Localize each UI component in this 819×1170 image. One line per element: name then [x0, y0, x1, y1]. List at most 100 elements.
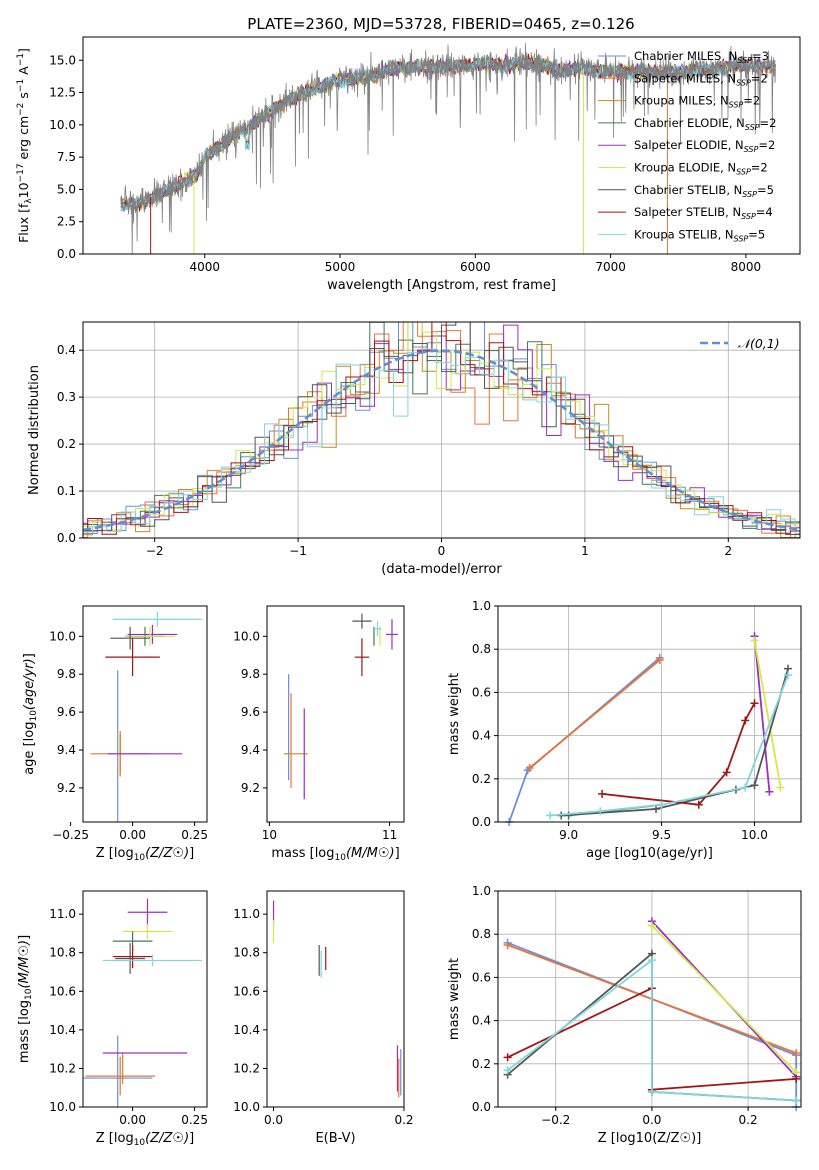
y-tick-label: 10.0: [49, 1100, 76, 1114]
x-tick-label: −0.25: [52, 828, 89, 842]
y-axis-label: mass [log10(M/M☉)]: [17, 935, 34, 1063]
t: 10: [16, 182, 31, 198]
y-tick-label: 0.2: [472, 1057, 491, 1071]
y-tick-label: 10.0: [233, 1100, 260, 1114]
x-tick-label: 0.25: [181, 1113, 208, 1127]
axes-frame-mass_vs_Z: [82, 890, 208, 1108]
x-tick-label: 2: [724, 544, 732, 558]
t: erg cm: [16, 116, 31, 164]
y-tick-label: 0.3: [57, 390, 76, 404]
y-tick-label: 0.6: [472, 970, 491, 984]
y-axis-label: mass weight: [447, 673, 462, 755]
legend-label: Salpeter MILES, NSSP=2: [634, 71, 768, 87]
weight-series-line: [549, 674, 789, 817]
y-tick-label: 9.4: [57, 743, 76, 757]
x-axis-label: E(B-V): [315, 1131, 355, 1146]
normal-curve: [82, 349, 801, 532]
histogram-step: [83, 322, 800, 538]
y-tick-label: 0.6: [472, 685, 491, 699]
y-tick-label: 10.8: [49, 946, 76, 960]
legend-count: =2: [751, 71, 768, 85]
y-tick-label: 9.6: [241, 705, 260, 719]
weight-point-marker: [503, 941, 512, 949]
weight-point-marker: [750, 781, 759, 790]
y-tick-label: 10.6: [233, 984, 260, 998]
legend-label: Chabrier STELIB, NSSP=5: [634, 183, 774, 199]
legend-count: =5: [757, 183, 774, 197]
y-tick-label: 0.0: [472, 815, 491, 829]
x-axis-label: Z [log10(Z/Z☉)]: [598, 1131, 702, 1146]
x-tick-label: 10.0: [741, 828, 768, 842]
x-tick-label: 9.0: [559, 828, 578, 842]
x-axis-label: mass [log10(M/M☉)]: [271, 846, 399, 863]
weight-point-marker: [741, 716, 750, 725]
legend-label: Kroupa ELODIE, NSSP=2: [634, 161, 768, 177]
figure-title: PLATE=2360, MJD=53728, FIBERID=0465, z=0…: [247, 15, 634, 33]
t: ]: [189, 1131, 194, 1146]
sub: 10: [335, 853, 347, 863]
y-tick-label: 7.5: [57, 150, 76, 164]
x-tick-label: −1: [289, 544, 307, 558]
weight-point-marker: [647, 1087, 656, 1096]
weight-point-marker: [503, 1053, 512, 1062]
x-tick-label: 9.5: [652, 828, 671, 842]
legend-sub: SSP: [737, 56, 752, 65]
t: ]: [395, 846, 400, 861]
y-tick-label: 0.0: [57, 531, 76, 545]
legend-sub: SSP: [742, 190, 757, 199]
y-tick-label: 0.0: [57, 247, 76, 261]
sub: λ: [24, 198, 34, 204]
sub: 10: [24, 988, 34, 1000]
y-tick-label: 9.8: [57, 667, 76, 681]
weight-point-marker: [503, 1066, 512, 1075]
y-tick-label: 10.0: [49, 629, 76, 643]
legend-label: Salpeter STELIB, NSSP=4: [634, 205, 773, 221]
sub: 10: [134, 1138, 146, 1148]
x-tick-label: 0.00: [119, 828, 146, 842]
y-tick-label: 11.0: [49, 907, 76, 921]
y-axis-label: Flux [fλ10−17 erg cm−2 s−1 A−1]: [16, 48, 34, 243]
y-tick-label: 10.0: [233, 629, 260, 643]
t: A: [16, 66, 31, 79]
weight-point-marker: [776, 783, 785, 792]
sub: 10: [29, 710, 39, 722]
weight-series-line: [753, 640, 782, 788]
x-tick-label: 0: [438, 544, 446, 558]
x-tick-label: 4000: [189, 260, 220, 274]
legend-count: =2: [760, 116, 777, 130]
y-tick-label: 0.2: [472, 772, 491, 786]
histogram-step: [83, 322, 800, 531]
t: (Z/Z☉): [145, 846, 189, 861]
y-tick-label: 1.0: [472, 884, 491, 898]
y-tick-label: 0.4: [57, 343, 76, 357]
sup: −1: [16, 53, 26, 66]
weight-point-marker: [647, 921, 656, 930]
legend-sub: SSP: [741, 212, 756, 221]
weight-point-marker: [655, 656, 664, 664]
weight-point-marker: [750, 699, 759, 708]
y-tick-label: 0.0: [472, 1100, 491, 1114]
axes-frame-age_vs_mass: [266, 605, 405, 823]
y-tick-label: 10.6: [49, 984, 76, 998]
weight-point-marker: [792, 1096, 801, 1105]
weight-point-marker: [722, 768, 731, 777]
x-tick-label: 5000: [325, 260, 356, 274]
weight-point-marker: [783, 671, 792, 680]
t: s: [16, 92, 31, 103]
y-tick-label: 10.0: [49, 118, 76, 132]
y-tick-label: 9.6: [57, 705, 76, 719]
y-tick-label: 10.8: [233, 946, 260, 960]
y-tick-label: 12.5: [49, 86, 76, 100]
x-tick-label: 0.2: [394, 1113, 413, 1127]
legend-sub: SSP: [736, 78, 751, 87]
x-tick-label: 0.0: [264, 1113, 283, 1127]
y-tick-label: 9.2: [57, 781, 76, 795]
histogram-step: [83, 348, 800, 534]
weight-series-line: [753, 636, 771, 792]
weight-point-marker: [525, 764, 534, 772]
x-tick-label: 0.2: [739, 1113, 758, 1127]
legend-sub: SSP: [745, 123, 760, 132]
y-tick-label: 2.5: [57, 215, 76, 229]
x-tick-label: −0.2: [541, 1113, 570, 1127]
y-tick-label: 1.0: [472, 599, 491, 613]
